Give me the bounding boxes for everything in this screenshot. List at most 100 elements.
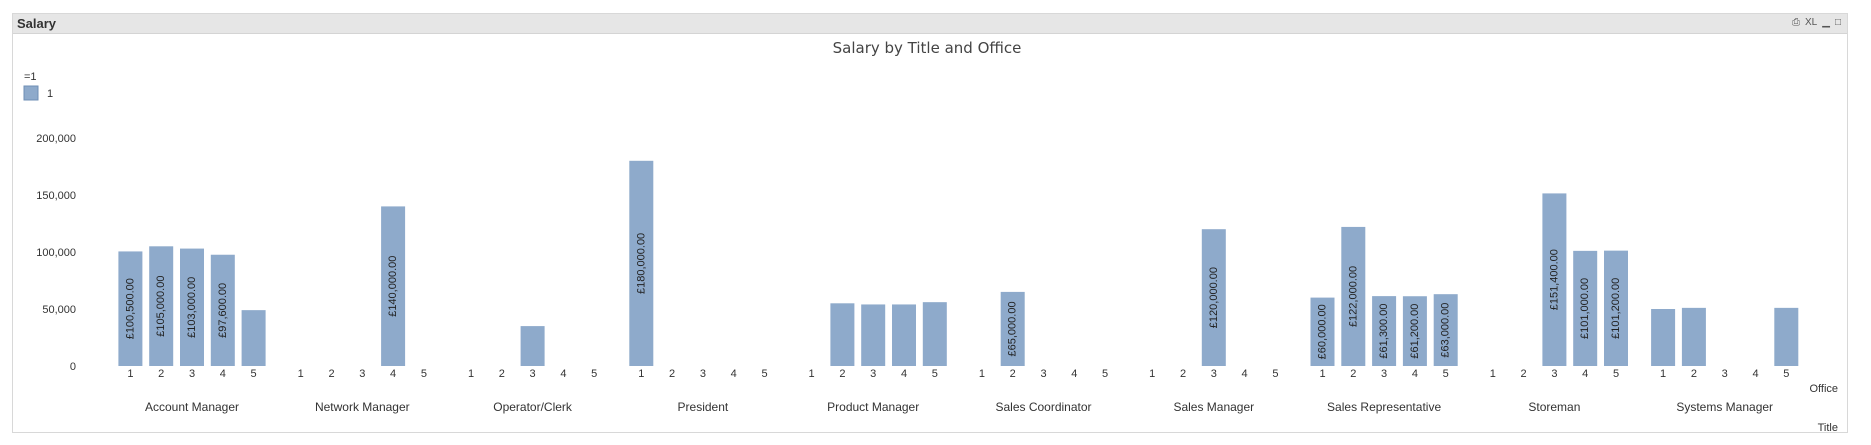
bar xyxy=(1402,296,1427,366)
print-icon[interactable]: ⎙ xyxy=(1792,17,1801,28)
x-tick-label: 1 xyxy=(1490,368,1496,380)
x-tick-label: 1 xyxy=(979,368,985,380)
data-label: £122,000.00 xyxy=(1347,266,1359,327)
bar xyxy=(1681,307,1706,366)
y-tick-label: 0 xyxy=(70,361,76,373)
data-label: £105,000.00 xyxy=(155,276,167,337)
bar xyxy=(1542,193,1567,366)
caption-title: Salary xyxy=(17,16,57,31)
x-tick-label: 3 xyxy=(1211,368,1217,380)
x-tick-label: 3 xyxy=(870,368,876,380)
bar xyxy=(830,303,855,366)
data-label: £100,500.00 xyxy=(124,278,136,339)
bar xyxy=(1372,296,1397,366)
x-axis-inner-label: Office xyxy=(1809,383,1838,395)
y-tick-label: 200,000 xyxy=(36,133,76,145)
x-tick-label: 4 xyxy=(731,368,737,380)
data-label: £103,000.00 xyxy=(186,277,198,338)
excel-export-icon[interactable]: XL xyxy=(1805,17,1818,28)
legend-swatch xyxy=(23,85,39,101)
x-tick-label: 2 xyxy=(158,368,164,380)
bar xyxy=(922,302,947,366)
x-tick-label: 2 xyxy=(1010,368,1016,380)
bar xyxy=(1573,250,1598,366)
x-tick-label: 3 xyxy=(1040,368,1046,380)
x-tick-label: 4 xyxy=(1412,368,1418,380)
bar xyxy=(180,248,204,366)
bar xyxy=(1341,226,1366,366)
x-tick-label: 5 xyxy=(1102,368,1108,380)
caption-bar[interactable]: Salary ⎙ XL ▁ □ xyxy=(13,14,1847,34)
data-label: £101,200.00 xyxy=(1610,278,1622,339)
data-label: £180,000.00 xyxy=(635,233,647,294)
x-tick-label: 2 xyxy=(1691,368,1697,380)
data-label: £65,000.00 xyxy=(1007,301,1019,356)
x-tick-label: 2 xyxy=(1350,368,1356,380)
x-tick-label: 4 xyxy=(901,368,907,380)
x-tick-label: 4 xyxy=(560,368,566,380)
data-label: £63,000.00 xyxy=(1440,303,1452,358)
bar xyxy=(118,251,143,366)
x-tick-label: 5 xyxy=(1272,368,1278,380)
x-axis-outer-label: Title xyxy=(1818,422,1838,434)
group-label: Sales Manager xyxy=(1173,400,1254,414)
data-label: £60,000.00 xyxy=(1317,304,1329,359)
x-tick-label: 5 xyxy=(251,368,257,380)
maximize-icon[interactable]: □ xyxy=(1834,17,1841,28)
x-tick-label: 2 xyxy=(499,368,505,380)
bar xyxy=(861,304,886,366)
x-tick-label: 4 xyxy=(1752,368,1758,380)
x-tick-label: 1 xyxy=(1319,368,1325,380)
bar xyxy=(1310,297,1335,366)
x-tick-label: 2 xyxy=(839,368,845,380)
x-tick-label: 1 xyxy=(127,368,133,380)
data-label: £61,200.00 xyxy=(1409,304,1421,359)
group-label: Sales Representative xyxy=(1327,400,1441,414)
data-label: £120,000.00 xyxy=(1208,267,1220,328)
x-tick-label: 2 xyxy=(1180,368,1186,380)
x-tick-label: 3 xyxy=(1381,368,1387,380)
y-tick-label: 150,000 xyxy=(36,190,76,202)
x-tick-label: 2 xyxy=(1521,368,1527,380)
data-label: £101,000.00 xyxy=(1579,278,1591,339)
data-label: £151,400.00 xyxy=(1548,249,1560,310)
x-tick-label: 5 xyxy=(932,368,938,380)
y-tick-label: 100,000 xyxy=(36,247,76,259)
bar xyxy=(1433,294,1458,366)
y-tick-label: 50,000 xyxy=(42,304,76,316)
x-tick-label: 4 xyxy=(1582,368,1588,380)
x-tick-label: 4 xyxy=(390,368,396,380)
bar xyxy=(892,304,916,366)
bar xyxy=(1651,309,1676,366)
data-label: £140,000.00 xyxy=(387,256,399,317)
x-tick-label: 3 xyxy=(700,368,706,380)
bar xyxy=(520,326,545,366)
legend-title: =1 xyxy=(24,71,37,83)
minimize-icon[interactable]: ▁ xyxy=(1822,17,1830,28)
bar xyxy=(381,206,406,366)
x-tick-label: 2 xyxy=(328,368,334,380)
group-label: Systems Manager xyxy=(1676,400,1773,414)
x-tick-label: 5 xyxy=(421,368,427,380)
group-label: Operator/Clerk xyxy=(493,400,573,414)
data-label: £97,600.00 xyxy=(217,283,229,338)
bar xyxy=(1000,291,1025,366)
x-tick-label: 4 xyxy=(220,368,226,380)
bar xyxy=(241,310,266,366)
x-tick-label: 5 xyxy=(1443,368,1449,380)
x-tick-label: 4 xyxy=(1242,368,1248,380)
group-label: Storeman xyxy=(1528,400,1580,414)
x-tick-label: 4 xyxy=(1071,368,1077,380)
x-tick-label: 3 xyxy=(359,368,365,380)
bar xyxy=(149,246,174,366)
group-label: Product Manager xyxy=(827,400,919,414)
x-tick-label: 1 xyxy=(809,368,815,380)
x-tick-label: 1 xyxy=(298,368,304,380)
x-tick-label: 1 xyxy=(1660,368,1666,380)
x-tick-label: 5 xyxy=(761,368,767,380)
plot-area: 0 50,000 100,000 150,000 200,000 1 £100,500.00… xyxy=(36,133,1799,414)
x-tick-label: 5 xyxy=(1613,368,1619,380)
x-tick-label: 3 xyxy=(1551,368,1557,380)
chart-title: Salary by Title and Office xyxy=(833,39,1022,57)
